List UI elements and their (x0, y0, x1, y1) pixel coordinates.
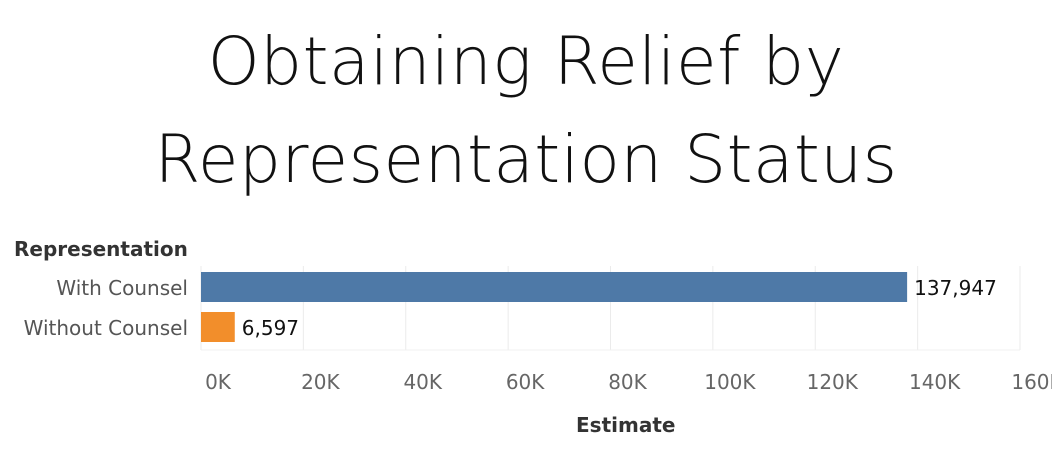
chart-title-line-1: Obtaining Relief by (207, 23, 845, 100)
category-label: Without Counsel (24, 316, 188, 340)
bar-without-counsel[interactable] (201, 312, 235, 342)
x-tick-label: 60K (506, 370, 545, 394)
x-tick-label: 80K (608, 370, 647, 394)
x-axis-title: Estimate (576, 413, 676, 437)
category-label: With Counsel (56, 276, 188, 300)
data-label: 6,597 (242, 316, 299, 340)
x-tick-label: 120K (807, 370, 859, 394)
x-tick-label: 0K (205, 370, 232, 394)
x-tick-label: 100K (704, 370, 756, 394)
x-tick-label: 160K (1011, 370, 1052, 394)
bar-with-counsel[interactable] (201, 272, 908, 302)
x-tick-label: 40K (403, 370, 442, 394)
row-header-label: Representation (14, 237, 188, 261)
data-label: 137,947 (914, 276, 997, 300)
chart-title-line-2: Representation Status (154, 121, 898, 198)
x-tick-label: 20K (301, 370, 340, 394)
x-tick-label: 140K (909, 370, 961, 394)
